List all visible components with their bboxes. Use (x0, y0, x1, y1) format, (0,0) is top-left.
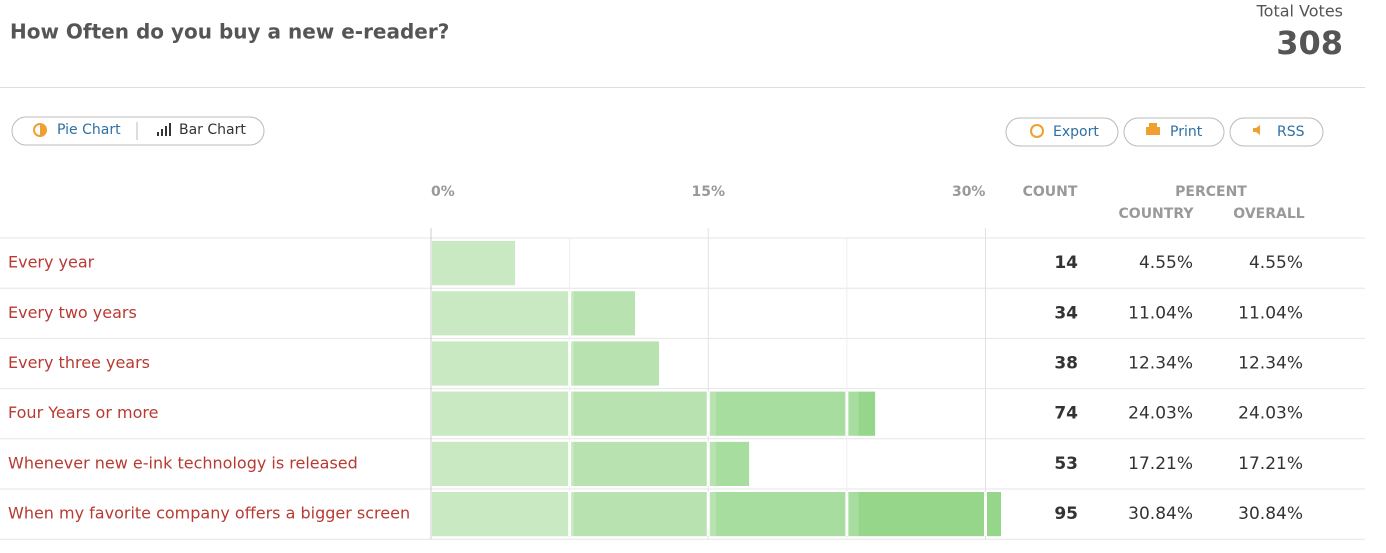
bar (432, 441, 750, 486)
export-icon (1030, 124, 1044, 138)
x-tick-label: 15% (691, 184, 725, 200)
bar (432, 291, 636, 336)
rss-icon (1253, 125, 1260, 135)
country-percent: 24.03% (1128, 404, 1193, 424)
export-button[interactable]: Export (1053, 124, 1099, 140)
view-toggle (11, 116, 265, 146)
overall-percent: 30.84% (1238, 504, 1303, 524)
count: 34 (1054, 303, 1078, 323)
print-button[interactable]: Print (1170, 124, 1203, 140)
total-label: Total Votes (1256, 2, 1343, 21)
count: 53 (1054, 454, 1078, 474)
bar (432, 492, 1001, 537)
country-percent: 12.34% (1128, 354, 1193, 374)
pie-chart-button[interactable]: Pie Chart (57, 122, 121, 138)
count: 95 (1054, 504, 1078, 524)
pie-icon-fill (40, 124, 46, 136)
category-label: Every two years (8, 303, 137, 322)
count-header: COUNT (1023, 184, 1078, 200)
category-label: Every year (8, 253, 95, 272)
rss-button[interactable]: RSS (1277, 124, 1305, 140)
x-tick-label: 0% (431, 184, 455, 200)
country-percent: 30.84% (1128, 504, 1193, 524)
print-icon-top (1149, 123, 1157, 127)
overall-percent: 4.55% (1249, 253, 1303, 273)
overall-percent: 24.03% (1238, 404, 1303, 424)
overall-header: OVERALL (1233, 206, 1304, 222)
category-label: Four Years or more (8, 403, 158, 422)
country-percent: 11.04% (1128, 303, 1193, 323)
print-icon (1146, 127, 1160, 135)
category-label: When my favorite company offers a bigger… (8, 504, 410, 523)
count: 38 (1054, 354, 1078, 374)
percent-header: PERCENT (1175, 184, 1247, 200)
country-percent: 17.21% (1128, 454, 1193, 474)
bar (432, 391, 876, 436)
x-tick-label: 30% (952, 184, 986, 200)
overall-percent: 12.34% (1238, 354, 1303, 374)
overall-percent: 11.04% (1238, 303, 1303, 323)
title: How Often do you buy a new e-reader? (10, 20, 449, 44)
category-label: Every three years (8, 353, 150, 372)
count: 14 (1054, 253, 1078, 273)
overall-percent: 17.21% (1238, 454, 1303, 474)
rss-button-frame[interactable] (1229, 117, 1324, 147)
bar (432, 341, 660, 386)
bar-chart-button[interactable]: Bar Chart (179, 122, 246, 138)
country-percent: 4.55% (1139, 253, 1193, 273)
count: 74 (1054, 404, 1078, 424)
bar-icon (157, 123, 171, 136)
bar (432, 241, 516, 286)
category-label: Whenever new e-ink technology is release… (8, 453, 358, 472)
country-header: COUNTRY (1119, 206, 1195, 222)
total: 308 (1276, 24, 1343, 62)
